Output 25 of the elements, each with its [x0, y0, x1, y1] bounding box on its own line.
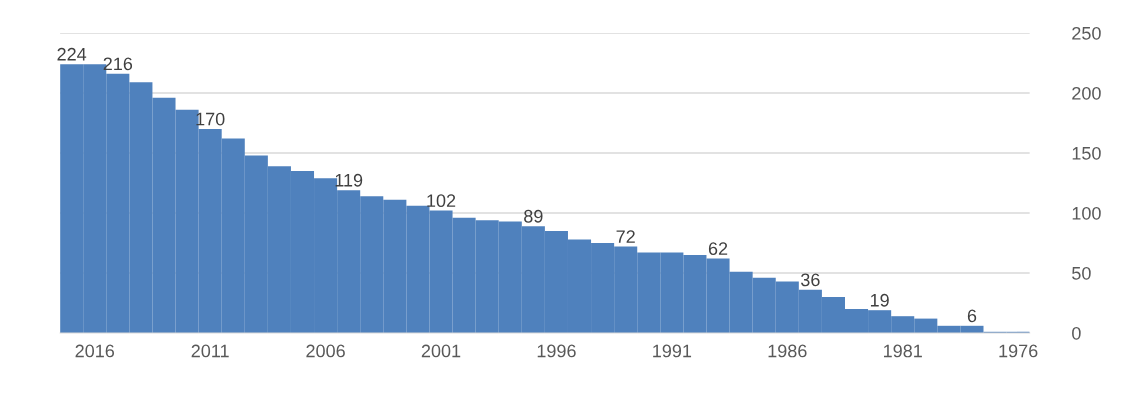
x-tick-label: 2001 [421, 344, 461, 358]
data-label: 119 [335, 173, 363, 187]
x-tick-label: 1996 [537, 344, 576, 358]
x-tick-label: 2006 [306, 344, 345, 358]
x-tick-label: 1991 [653, 344, 692, 358]
y-tick-label: 100 [1072, 206, 1101, 220]
data-label: 216 [103, 57, 133, 71]
data-label: 6 [967, 309, 977, 323]
data-label: 224 [57, 47, 87, 61]
x-tick-label: 1981 [884, 344, 922, 358]
y-tick-label: 50 [1072, 266, 1091, 280]
data-label: 36 [801, 273, 820, 287]
data-label: 72 [616, 230, 635, 243]
data-label: 89 [524, 209, 543, 223]
x-tick-label: 1986 [768, 344, 807, 358]
x-tick-label: 1976 [999, 344, 1038, 358]
y-tick-label: 0 [1072, 326, 1081, 340]
y-tick-label: 150 [1072, 146, 1101, 160]
x-tick-label: 2016 [75, 344, 115, 358]
data-label: 19 [870, 293, 889, 307]
data-label: 62 [708, 242, 728, 256]
data-label: 102 [427, 194, 456, 208]
y-tick-label: 250 [1072, 26, 1101, 40]
x-tick-label: 2011 [191, 344, 229, 358]
y-tick-label: 200 [1072, 86, 1101, 100]
